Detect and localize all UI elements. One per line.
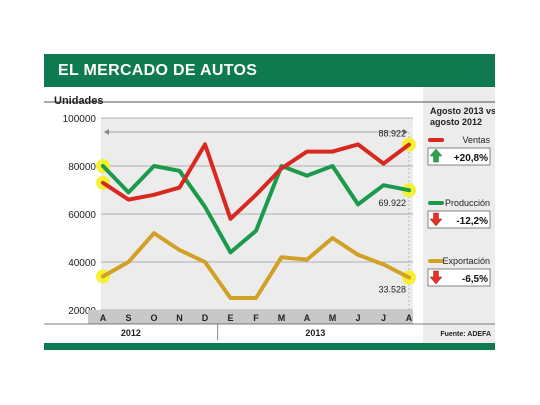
legend-change-box	[427, 268, 491, 287]
legend-header: Agosto 2013 vs.	[430, 106, 495, 116]
x-tick-label: M	[278, 313, 286, 323]
x-tick-label: J	[355, 313, 360, 323]
legend-series-name: Ventas	[462, 135, 490, 145]
span-arrow-right-head	[403, 129, 408, 135]
x-tick-label: F	[253, 313, 259, 323]
y-tick-label: 100000	[63, 114, 97, 125]
y-tick-label: 80000	[68, 162, 96, 173]
x-tick-label: A	[406, 313, 413, 323]
x-axis-bar	[88, 310, 413, 324]
x-tick-label: D	[202, 313, 209, 323]
chart-frame: Unidades 100000 80000 60000 40000 20000 A S O N D E…	[44, 54, 495, 350]
chart-svg: Unidades 100000 80000 60000 40000 20000 A S O N D E…	[44, 87, 495, 343]
arrow-down-icon	[429, 270, 443, 285]
x-tick-label: M	[329, 313, 337, 323]
arrow-up-icon	[429, 148, 443, 163]
chart-title: EL MERCADO DE AUTOS	[58, 62, 258, 79]
x-tick-label: E	[227, 313, 233, 323]
x-tick-label: O	[150, 313, 157, 323]
end-value-label: 88.922	[378, 129, 406, 139]
span-arrow-left-head	[104, 129, 109, 135]
end-value-label: 69.922	[378, 198, 406, 208]
x-tick-label: A	[304, 313, 311, 323]
year-label: 2012	[121, 328, 141, 338]
legend-change-value: -6,5%	[462, 274, 488, 285]
legend-series-name: Producción	[445, 198, 490, 208]
year-label: 2013	[305, 328, 325, 338]
legend-change-value: +20,8%	[454, 153, 488, 164]
series-line-0	[101, 142, 411, 221]
arrow-down-icon	[429, 212, 443, 227]
legend-series-name: Exportación	[442, 256, 490, 266]
x-tick-label: N	[176, 313, 183, 323]
x-tick-label: J	[381, 313, 386, 323]
legend-change-box	[427, 147, 491, 166]
y-tick-label: 20000	[68, 306, 96, 317]
x-tick-label: S	[125, 313, 131, 323]
y-tick-label: 60000	[68, 210, 96, 221]
y-tick-label: 40000	[68, 258, 96, 269]
source-note: Fuente: ADEFA	[440, 331, 491, 338]
bottom-bar	[44, 343, 495, 350]
end-value-label: 33.528	[378, 285, 406, 295]
legend-change-box	[427, 210, 491, 229]
series-line-1	[101, 164, 411, 255]
legend-header: agosto 2012	[430, 117, 482, 127]
legend-change-value: -12,2%	[456, 216, 488, 227]
title-bar: EL MERCADO DE AUTOS	[44, 54, 495, 87]
y-axis-label: Unidades	[54, 95, 104, 107]
series-line-2	[101, 231, 411, 300]
x-tick-label: A	[100, 313, 107, 323]
